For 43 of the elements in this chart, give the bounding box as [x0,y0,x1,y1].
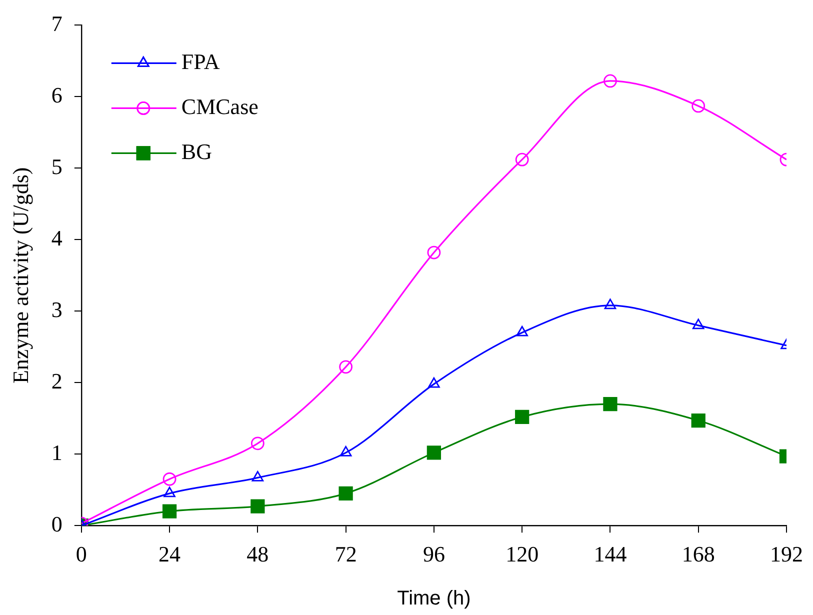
point [427,246,441,260]
point [250,499,265,514]
point [338,486,353,500]
x-tick-label: 144 [594,542,627,567]
x-tick-label: 168 [682,542,715,567]
y-tick-label: 4 [51,225,62,250]
x-tick-label: 48 [246,542,269,567]
y-tick-label: 7 [51,10,62,36]
point [604,74,617,88]
point [692,99,706,113]
y-tick-label: 3 [51,296,62,322]
legend-label: FPA [181,48,220,74]
point [340,446,352,456]
x-tick-label: 192 [770,542,803,567]
point [516,326,528,336]
point [691,413,706,428]
y-tick-label: 0 [51,511,62,536]
point [603,397,618,412]
y-axis-title: Enzyme activity (U/gds) [8,167,33,384]
point [162,504,177,518]
point [250,436,264,450]
point [604,298,616,310]
legend-label: BG [181,138,212,164]
point [428,377,440,388]
point [692,318,704,330]
y-tick-label: 5 [51,154,62,179]
point [339,360,353,374]
y-tick-label: 6 [51,82,62,108]
point [515,410,530,424]
point [252,471,264,482]
y-tick-label: 2 [51,368,62,394]
point [426,446,442,460]
x-tick-label: 120 [506,542,539,567]
x-tick-label: 24 [158,542,181,567]
point [164,486,176,498]
x-tick-label: 0 [76,542,87,567]
point [162,472,176,486]
legend-label: CMCase [181,94,258,119]
x-axis-title: Time (h) [397,588,471,610]
x-tick-label: 72 [334,542,357,567]
y-tick-label: 1 [51,440,62,465]
point [515,152,529,166]
x-tick-label: 96 [422,542,445,567]
